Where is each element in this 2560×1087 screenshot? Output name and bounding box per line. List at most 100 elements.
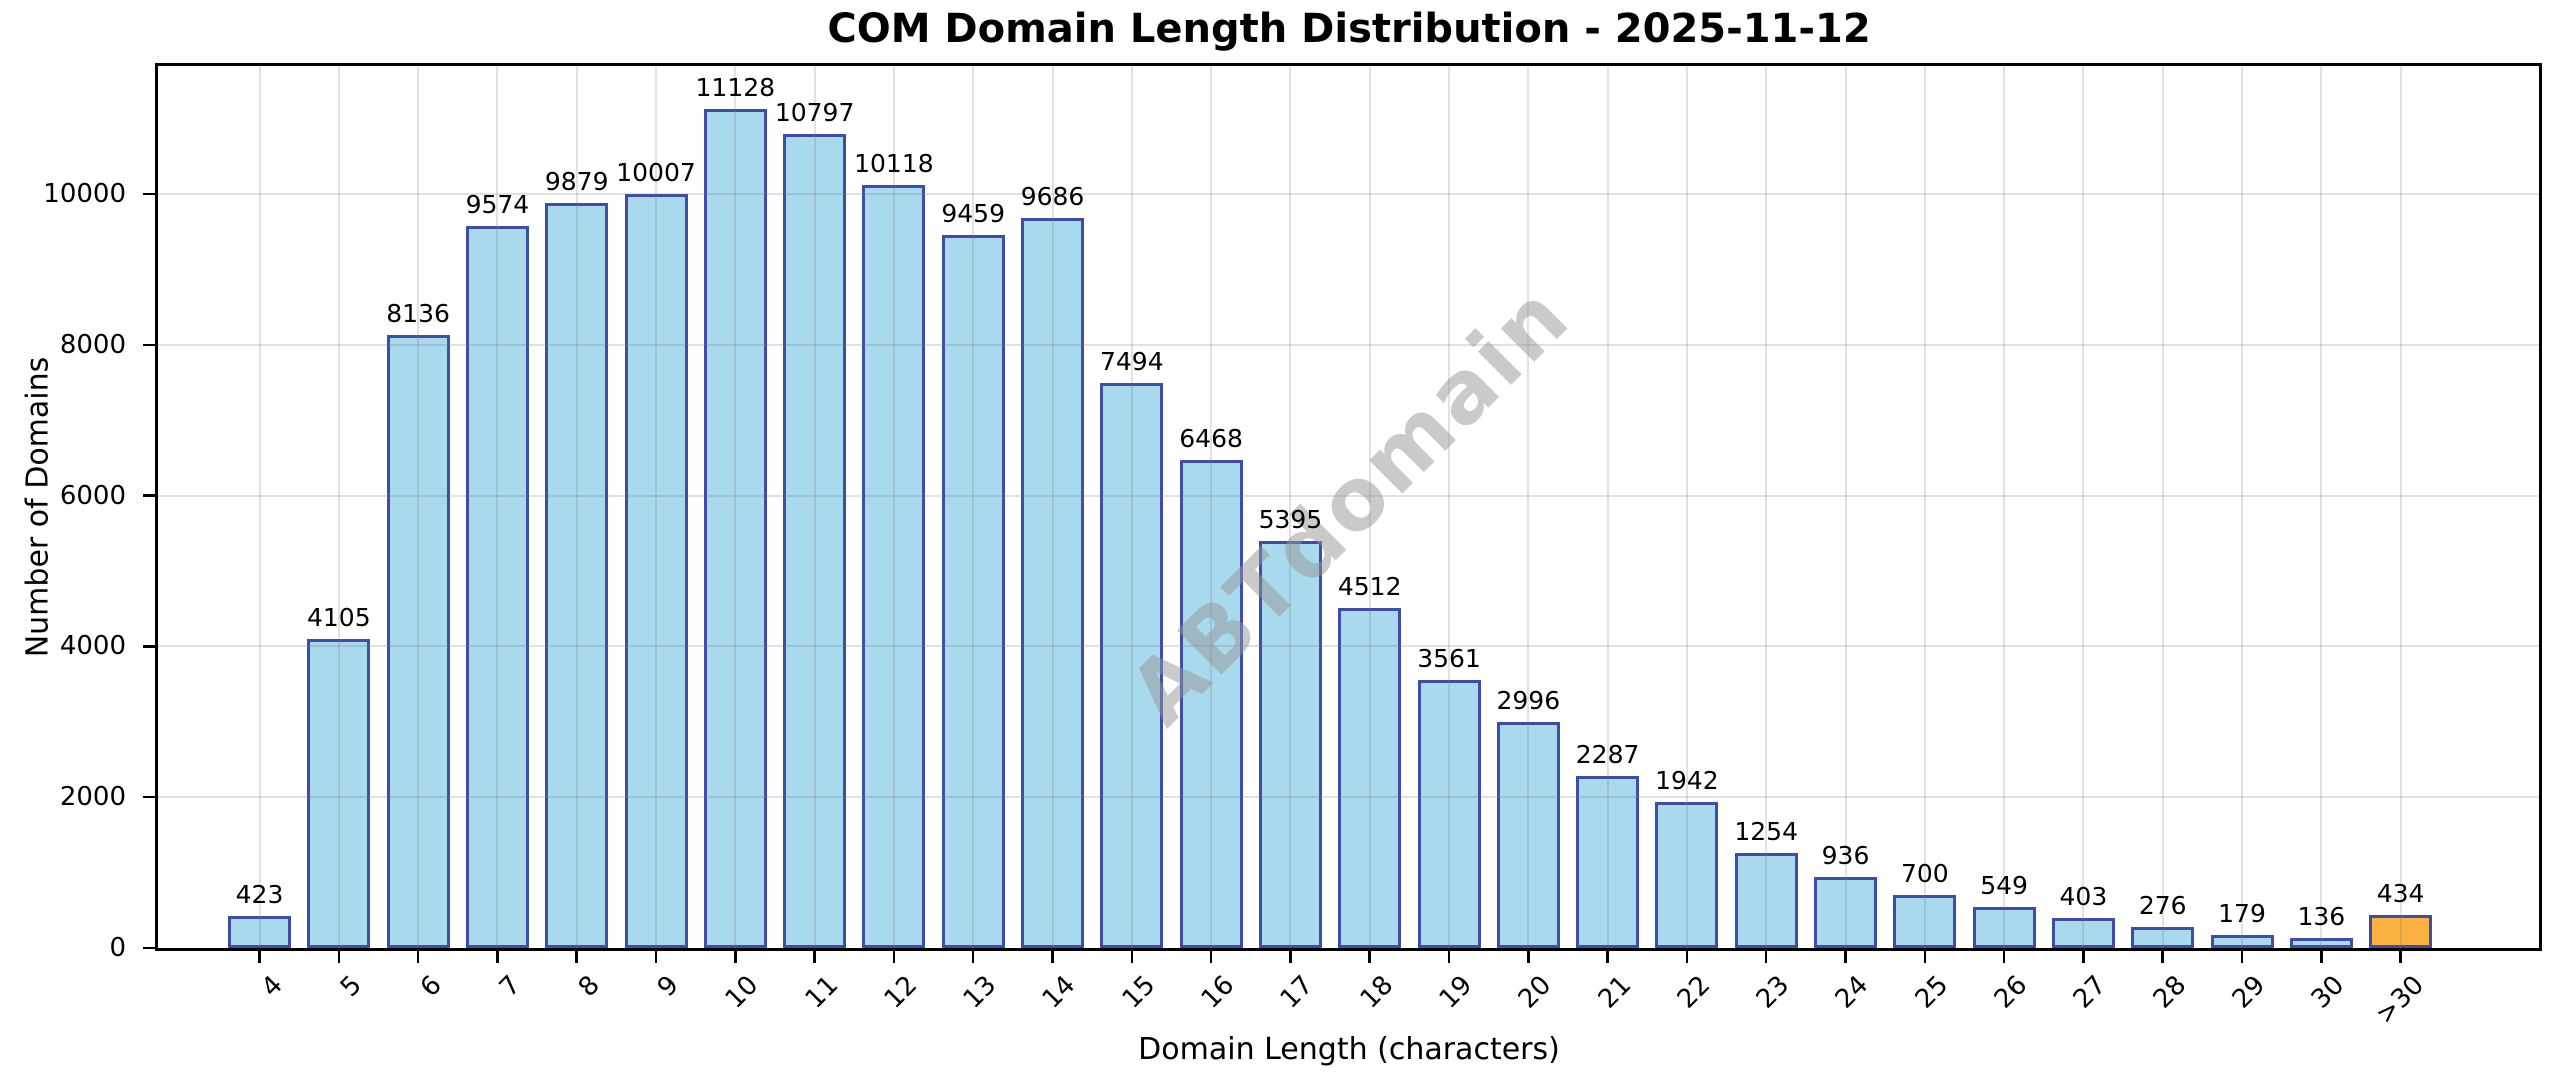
bar-value-label: 4105 (306, 602, 371, 632)
y-tick-label: 8000 (59, 329, 126, 360)
x-tick-label: 24 (1830, 970, 1875, 1015)
bar-value-label: 9459 (941, 198, 1005, 228)
bar (307, 638, 371, 948)
bar-value-label: 549 (1980, 870, 2028, 900)
bar-value-label: 8136 (386, 298, 450, 328)
gridline-v (258, 66, 261, 948)
x-tick (1764, 951, 1768, 963)
x-tick (1130, 951, 1134, 963)
x-tick (1447, 951, 1451, 963)
bar (2131, 927, 2195, 948)
gridline-v (2320, 66, 2323, 948)
gridline-v (417, 66, 420, 948)
bar (1179, 460, 1243, 948)
gridline-v (1210, 66, 1213, 948)
gridline-v (1527, 66, 1530, 948)
x-tick-label: 20 (1512, 970, 1558, 1015)
x-tick-label: 29 (2226, 970, 2272, 1015)
bar-value-label: 4512 (1337, 571, 1402, 601)
x-tick-label: 12 (878, 970, 924, 1015)
gridline-v (1448, 66, 1450, 948)
gridline-v (1606, 66, 1609, 948)
bar-value-label: 11128 (695, 73, 776, 103)
x-tick-label: 14 (1037, 970, 1082, 1015)
x-tick (1289, 951, 1292, 963)
x-tick-label: 11 (799, 970, 844, 1015)
gridline-h (158, 343, 2539, 346)
gridline-v (337, 66, 340, 948)
x-tick-label: 10 (719, 970, 765, 1015)
x-tick-label: 28 (2147, 970, 2192, 1015)
x-tick (654, 951, 658, 963)
x-tick (813, 951, 816, 963)
gridline-v (1289, 66, 1292, 948)
bar (228, 916, 291, 948)
x-tick (337, 951, 341, 963)
x-tick-label: 30 (2305, 970, 2351, 1015)
bar (1893, 895, 1957, 948)
x-tick-label: 16 (1195, 970, 1241, 1015)
x-tick-label: 8 (573, 970, 606, 1003)
x-tick (2161, 951, 2164, 963)
bar (1100, 383, 1164, 948)
bar (862, 185, 926, 948)
gridline-v (1765, 66, 1768, 948)
bar (2210, 934, 2274, 948)
bar (2051, 917, 2115, 948)
x-tick (2320, 951, 2323, 963)
gridline-v (813, 66, 816, 948)
x-tick-label: 18 (1354, 970, 1399, 1015)
gridline-v (2399, 66, 2402, 948)
bar-value-label: 1254 (1734, 817, 1798, 847)
y-tick-label: 2000 (59, 782, 126, 813)
gridline-v (1130, 66, 1133, 948)
bar-value-label: 936 (1821, 841, 1870, 871)
x-tick-label: 23 (1750, 970, 1796, 1015)
gridline-v (1685, 66, 1688, 948)
gridline-v (2003, 66, 2006, 948)
x-tick-label: 25 (1909, 970, 1955, 1015)
x-tick-label: 26 (1988, 970, 2034, 1015)
bar-value-label: 3561 (1417, 643, 1481, 673)
x-tick (2002, 951, 2006, 963)
x-tick (1606, 951, 1609, 963)
y-tick (143, 343, 155, 347)
gridline-v (734, 66, 737, 948)
y-tick-label: 0 (109, 933, 126, 963)
bar (2369, 915, 2433, 948)
bar (1496, 722, 1560, 948)
bar-value-label: 434 (2376, 879, 2425, 909)
gridline-v (655, 66, 657, 948)
x-tick (1844, 951, 1847, 963)
y-tick-label: 6000 (59, 480, 126, 511)
bar (1972, 906, 2036, 948)
x-tick (2082, 951, 2085, 963)
gridline-v (2161, 66, 2164, 948)
bar (783, 134, 847, 948)
y-tick (143, 645, 155, 648)
bar-value-label: 276 (2138, 891, 2187, 921)
bar (1734, 853, 1798, 948)
plot-area: ABTdomain 0 2000 4000 6000 8000 10000 423 4 4105… (43, 63, 2542, 1030)
bar (1814, 877, 1877, 948)
x-tick-label: 19 (1433, 970, 1479, 1015)
bar-value-label: 10118 (854, 149, 934, 179)
y-tick (143, 192, 155, 196)
bar (465, 226, 529, 948)
gridline-h (158, 193, 2539, 196)
bar (624, 193, 688, 948)
gridline-v (1368, 66, 1371, 948)
x-tick-label: 4 (255, 970, 289, 1003)
bar-value-label: 7494 (1099, 347, 1164, 377)
x-tick-label: >30 (2369, 970, 2430, 1031)
bar-value-label: 2996 (1496, 686, 1561, 716)
gridline-v (496, 66, 499, 948)
gridline-v (2241, 66, 2243, 948)
bar (386, 334, 450, 948)
x-tick (1923, 951, 1927, 963)
gridline-v (1051, 66, 1054, 948)
x-tick (734, 951, 737, 963)
bar (1258, 541, 1322, 948)
chart-title: COM Domain Length Distribution - 2025-11… (827, 6, 1871, 52)
